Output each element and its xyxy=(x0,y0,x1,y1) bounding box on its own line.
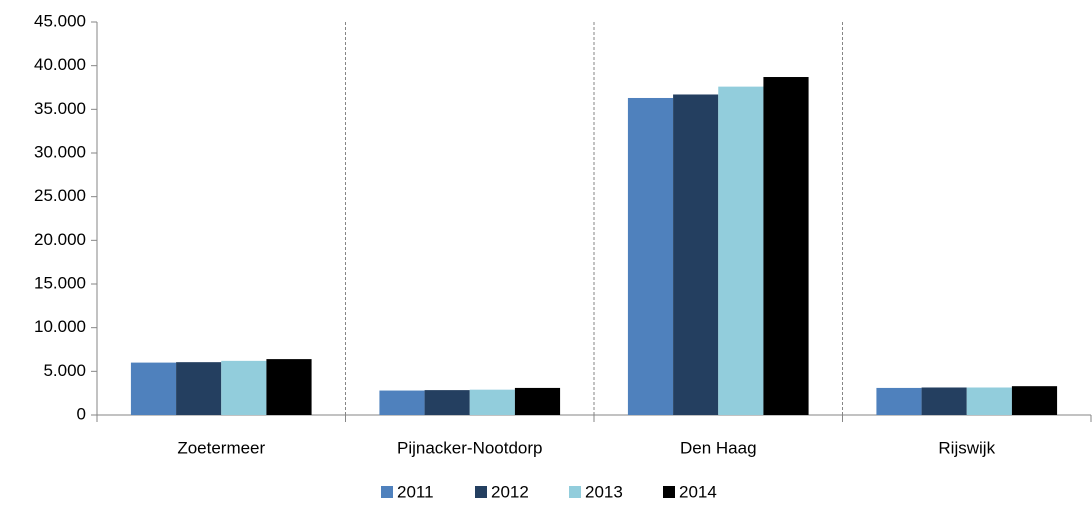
x-tick-label: Rijswijk xyxy=(938,438,995,457)
bar xyxy=(966,387,1012,415)
bar xyxy=(221,360,267,415)
bar xyxy=(763,77,809,416)
bar xyxy=(718,86,764,416)
y-tick-label: 40.000 xyxy=(34,55,86,74)
legend-label: 2014 xyxy=(679,482,717,501)
legend-label: 2013 xyxy=(585,482,623,501)
bar xyxy=(176,362,222,415)
bar xyxy=(1011,386,1058,415)
legend-swatch xyxy=(663,486,675,498)
y-tick-label: 10.000 xyxy=(34,317,86,336)
x-tick-label: Pijnacker-Nootdorp xyxy=(397,438,543,457)
legend-swatch xyxy=(381,486,393,498)
bar xyxy=(514,387,561,415)
y-tick-label: 15.000 xyxy=(34,273,86,292)
y-tick-label: 20.000 xyxy=(34,230,86,249)
legend-label: 2012 xyxy=(491,482,529,501)
y-tick-label: 0 xyxy=(77,404,86,423)
y-tick-label: 45.000 xyxy=(34,11,86,30)
bar xyxy=(673,94,719,415)
legend-swatch xyxy=(475,486,487,498)
bar xyxy=(379,390,425,415)
bar xyxy=(876,387,922,415)
y-tick-label: 5.000 xyxy=(43,361,86,380)
legend-swatch xyxy=(569,486,581,498)
bar xyxy=(627,97,674,415)
bar xyxy=(469,389,515,415)
legend-label: 2011 xyxy=(397,482,434,501)
bar xyxy=(921,387,967,415)
bar xyxy=(130,362,177,415)
y-tick-label: 25.000 xyxy=(34,186,86,205)
y-tick-label: 30.000 xyxy=(34,142,86,161)
bar xyxy=(266,359,312,415)
x-tick-label: Den Haag xyxy=(680,438,757,457)
x-tick-label: Zoetermeer xyxy=(177,438,265,457)
y-tick-label: 35.000 xyxy=(34,99,86,118)
bar xyxy=(424,390,470,415)
